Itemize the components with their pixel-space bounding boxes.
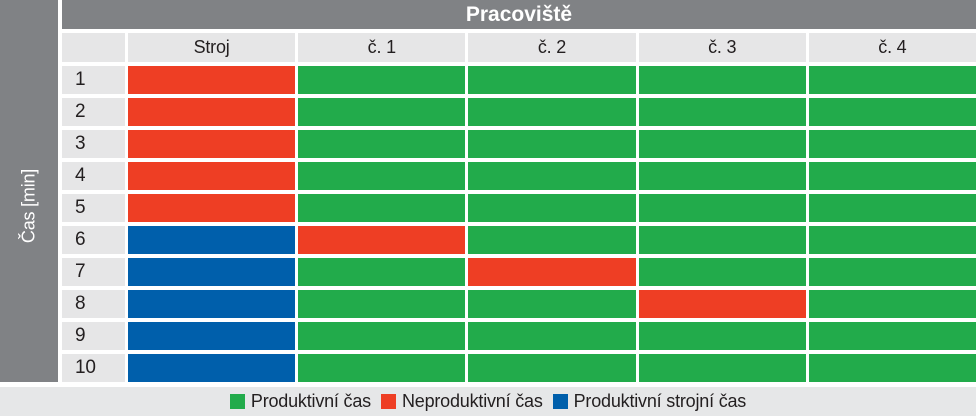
column-header-3: č. 2 bbox=[468, 33, 636, 62]
row-label: 3 bbox=[62, 130, 125, 158]
grid-cell bbox=[468, 290, 636, 318]
legend-swatch-productive bbox=[229, 394, 245, 409]
grid-cell bbox=[298, 290, 466, 318]
legend-label: Produktivní strojní čas bbox=[573, 391, 747, 411]
legend: Produktivní čas Neproduktivní čas Produkti… bbox=[0, 387, 976, 416]
time-axis-label: Čas [min] bbox=[18, 169, 39, 244]
legend-item: Neproduktivní čas bbox=[380, 391, 543, 412]
grid-cell bbox=[638, 226, 806, 254]
grid-cell bbox=[638, 98, 806, 126]
grid-cell bbox=[808, 226, 976, 254]
grid-cell bbox=[128, 162, 296, 190]
grid-cell bbox=[638, 162, 806, 190]
legend-item: Produktivní čas bbox=[229, 391, 371, 412]
grid-cell bbox=[808, 66, 976, 94]
time-axis: Čas [min] bbox=[0, 0, 58, 382]
row-label: 2 bbox=[62, 98, 125, 126]
grid-cell bbox=[638, 322, 806, 350]
grid-cell bbox=[128, 354, 296, 382]
row-label: 1 bbox=[62, 66, 125, 94]
column-header-4: č. 3 bbox=[638, 33, 806, 62]
grid-cell bbox=[128, 98, 296, 126]
grid-cell bbox=[638, 66, 806, 94]
row-label: 6 bbox=[62, 226, 125, 254]
grid-cell bbox=[298, 66, 466, 94]
column-header-1: Stroj bbox=[128, 33, 296, 62]
grid-cell bbox=[298, 130, 466, 158]
grid-cell bbox=[298, 98, 466, 126]
grid-cell bbox=[298, 194, 466, 222]
grid-cell bbox=[808, 194, 976, 222]
grid-cell bbox=[808, 98, 976, 126]
grid-cell bbox=[638, 258, 806, 286]
row-label: 4 bbox=[62, 162, 125, 190]
grid-cell bbox=[808, 322, 976, 350]
grid-cell bbox=[298, 162, 466, 190]
grid-cell bbox=[128, 290, 296, 318]
grid-cell bbox=[298, 354, 466, 382]
row-label: 7 bbox=[62, 258, 125, 286]
grid-cell bbox=[298, 226, 466, 254]
grid-cell bbox=[808, 354, 976, 382]
grid-cell bbox=[468, 354, 636, 382]
grid-cell bbox=[638, 194, 806, 222]
grid-cell bbox=[808, 290, 976, 318]
grid-cell bbox=[468, 66, 636, 94]
legend-label: Neproduktivní čas bbox=[401, 391, 543, 411]
grid-cell bbox=[468, 162, 636, 190]
grid-cell bbox=[128, 322, 296, 350]
workstation-table: Pracoviště Stroj č. 1 č. 2 č. 3 č. 4 1 2 3 4 5 6 7 8… bbox=[62, 0, 976, 382]
row-label: 10 bbox=[62, 354, 125, 382]
grid-cell bbox=[468, 194, 636, 222]
legend-swatch-nonproductive bbox=[380, 394, 396, 409]
column-header-2: č. 1 bbox=[298, 33, 466, 62]
grid-cell bbox=[298, 322, 466, 350]
grid-cell bbox=[638, 130, 806, 158]
grid-cell bbox=[808, 258, 976, 286]
grid-cell bbox=[128, 226, 296, 254]
grid-cell bbox=[468, 258, 636, 286]
grid-cell bbox=[468, 322, 636, 350]
legend-label: Produktivní čas bbox=[250, 391, 371, 411]
grid-cell bbox=[298, 258, 466, 286]
table-title: Pracoviště bbox=[62, 0, 976, 29]
corner-cell bbox=[62, 33, 125, 62]
grid-cell bbox=[468, 226, 636, 254]
row-label: 8 bbox=[62, 290, 125, 318]
grid-cell bbox=[468, 130, 636, 158]
grid-cell bbox=[808, 130, 976, 158]
legend-swatch-machine bbox=[552, 394, 568, 409]
grid-cell bbox=[128, 130, 296, 158]
grid-cell bbox=[808, 162, 976, 190]
row-label: 5 bbox=[62, 194, 125, 222]
grid-cell bbox=[638, 290, 806, 318]
legend-item: Produktivní strojní čas bbox=[552, 391, 747, 412]
grid-cell bbox=[128, 194, 296, 222]
row-label: 9 bbox=[62, 322, 125, 350]
grid-cell bbox=[128, 66, 296, 94]
grid-cell bbox=[468, 98, 636, 126]
grid-cell bbox=[128, 258, 296, 286]
grid-cell bbox=[638, 354, 806, 382]
column-header-5: č. 4 bbox=[808, 33, 976, 62]
